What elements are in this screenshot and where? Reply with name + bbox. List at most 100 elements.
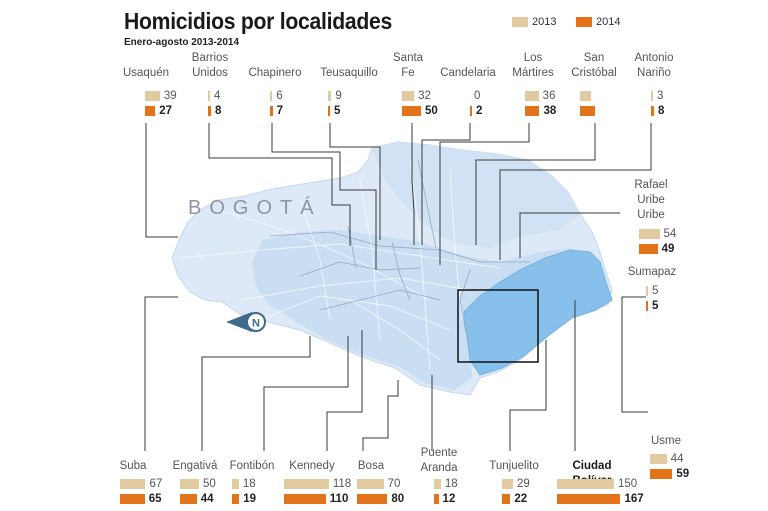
leader-lines <box>144 123 652 451</box>
legend-2013: 2013 <box>512 16 556 28</box>
legend-2014: 2014 <box>576 16 620 28</box>
bar-candelaria-2014 <box>470 106 472 116</box>
legend-swatch-2014 <box>576 17 592 27</box>
value-usaquen-2014: 27 <box>159 105 173 117</box>
value-puente-aranda-2014: 12 <box>442 493 456 505</box>
bar-kennedy-2013 <box>284 479 329 489</box>
north-arrow-icon: N <box>226 312 266 332</box>
value-santa-fe-2014: 50 <box>425 105 438 117</box>
value-antonio-narino-2013: 3 <box>657 90 664 102</box>
value-chapinero-2013: 6 <box>276 90 283 102</box>
bar-fontibon-2014 <box>232 494 240 504</box>
legend-swatch-2013 <box>512 17 528 27</box>
value-kennedy-2013: 118 <box>332 478 352 490</box>
bar-puente-aranda-2014 <box>434 494 439 504</box>
loc-name-engativa: Engativá <box>172 460 218 472</box>
value-candelaria-2013: 0 <box>474 90 481 102</box>
loc-name-suba: Suba <box>119 460 147 472</box>
bar-los-martires-2014 <box>525 106 540 116</box>
value-usaquen-2013: 39 <box>163 90 177 102</box>
loc-name-los-martires: Los Mártires <box>512 52 554 79</box>
value-barrios-unidos-2014: 8 <box>215 105 222 117</box>
legend-label-2014: 2014 <box>596 16 621 28</box>
bar-ciudad-bolivar-2014 <box>557 494 621 504</box>
bar-tunjuelito-2013 <box>502 479 514 489</box>
svg-text:N: N <box>252 318 260 330</box>
bar-puente-aranda-2013 <box>434 479 441 489</box>
bar-rafael-uribe-2014 <box>639 244 658 254</box>
zoom-rectangle <box>457 289 539 363</box>
value-candelaria-2014: 2 <box>476 105 483 117</box>
bar-san-cristobal-2013 <box>580 91 592 101</box>
loc-name-usme: Usme <box>650 435 682 447</box>
bar-chapinero-2013 <box>270 91 273 101</box>
value-bosa-2014: 80 <box>391 493 405 505</box>
bar-usme-2013 <box>650 454 667 464</box>
bar-engativa-2014 <box>180 494 197 504</box>
chart-subtitle: Enero-agosto 2013-2014 <box>124 37 240 48</box>
bar-rafael-uribe-2013 <box>639 229 660 239</box>
value-ciudad-bolivar-2014: 167 <box>624 493 644 505</box>
bar-antonio-narino-2013 <box>651 91 653 101</box>
value-suba-2014: 65 <box>148 493 162 505</box>
value-fontibon-2014: 19 <box>243 493 257 505</box>
value-sumapaz-2014: 5 <box>652 300 659 312</box>
legend-label-2013: 2013 <box>532 16 557 28</box>
loc-name-fontibon: Fontibón <box>229 460 275 472</box>
value-antonio-narino-2014: 8 <box>658 105 665 117</box>
bar-fontibon-2013 <box>232 479 239 489</box>
value-chapinero-2014: 7 <box>276 105 284 117</box>
loc-name-usaquen: Usaquén <box>122 67 170 79</box>
bar-santa-fe-2014 <box>402 106 421 116</box>
bar-teusaquillo-2014 <box>328 106 330 116</box>
bar-ciudad-bolivar-2013 <box>557 479 614 489</box>
chart-title: Homicidios por localidades <box>124 8 392 34</box>
loc-name-barrios-unidos: Barrios Unidos <box>191 52 229 79</box>
value-engativa-2014: 44 <box>200 493 214 505</box>
bar-usaquen-2013 <box>145 91 160 101</box>
map-city-label: BOGOTÁ <box>188 196 322 219</box>
value-usme-2013: 44 <box>670 453 684 465</box>
loc-name-chapinero: Chapinero <box>248 67 302 79</box>
bar-kennedy-2014 <box>284 494 326 504</box>
value-barrios-unidos-2013: 4 <box>214 90 221 102</box>
value-rafael-uribe-2014: 49 <box>661 243 675 255</box>
loc-name-san-cristobal: San Cristóbal <box>571 52 617 79</box>
loc-name-teusaquillo: Teusaquillo <box>320 67 378 79</box>
value-santa-fe-2013: 32 <box>418 90 431 102</box>
loc-name-bosa: Bosa <box>357 460 385 472</box>
bar-suba-2014 <box>120 494 145 504</box>
value-teusaquillo-2013: 9 <box>335 90 342 102</box>
bar-chapinero-2014 <box>270 106 273 116</box>
value-engativa-2013: 50 <box>203 478 216 490</box>
bar-teusaquillo-2013 <box>328 91 332 101</box>
bar-santa-fe-2013 <box>402 91 415 101</box>
bar-bosa-2013 <box>357 479 384 489</box>
value-tunjuelito-2014: 22 <box>514 493 528 505</box>
bar-suba-2013 <box>120 479 146 489</box>
value-ciudad-bolivar-2013: 150 <box>618 478 638 490</box>
bar-bosa-2014 <box>357 494 388 504</box>
value-los-martires-2013: 36 <box>542 90 556 102</box>
value-usme-2014: 59 <box>676 468 690 480</box>
value-suba-2013: 67 <box>149 478 163 490</box>
loc-name-candelaria: Candelaria <box>440 67 496 79</box>
bar-sumapaz-2013 <box>646 286 648 296</box>
bar-antonio-narino-2014 <box>651 106 655 116</box>
bar-usaquen-2014 <box>145 106 156 116</box>
bar-usme-2014 <box>650 469 673 479</box>
value-teusaquillo-2014: 5 <box>334 105 341 117</box>
value-kennedy-2014: 110 <box>329 493 349 505</box>
value-sumapaz-2013: 5 <box>652 285 659 297</box>
value-tunjuelito-2013: 29 <box>517 478 530 490</box>
loc-name-rafael-uribe: Rafael Uribe Uribe <box>634 179 668 221</box>
bar-barrios-unidos-2013 <box>208 91 210 101</box>
loc-name-santa-fe: Santa Fe <box>393 52 424 79</box>
bar-barrios-unidos-2014 <box>208 106 212 116</box>
value-los-martires-2014: 38 <box>543 105 557 117</box>
value-rafael-uribe-2013: 54 <box>663 228 677 240</box>
loc-name-sumapaz: Sumapaz <box>627 266 677 278</box>
map-boundaries <box>269 159 530 333</box>
value-bosa-2013: 70 <box>387 478 401 490</box>
